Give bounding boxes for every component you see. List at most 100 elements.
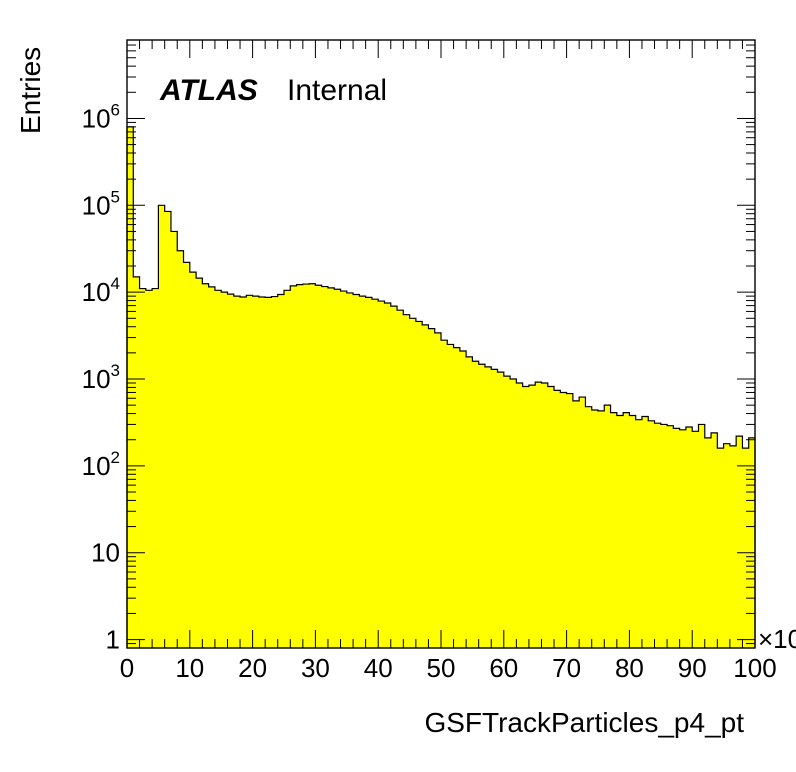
histogram-bar <box>397 310 404 648</box>
histogram-bar <box>610 412 618 648</box>
histogram-bar <box>371 299 379 648</box>
histogram-bar <box>736 436 743 648</box>
histogram-bar <box>541 382 549 648</box>
histogram-bar <box>478 364 486 648</box>
histogram-bar <box>334 289 341 648</box>
histogram-bar <box>522 386 530 648</box>
x-tick-label: 100 <box>733 653 776 683</box>
histogram-bar <box>641 416 649 648</box>
x-tick-label: 30 <box>301 653 330 683</box>
y-tick-label: 106 <box>82 100 120 133</box>
histogram-bar <box>535 382 542 648</box>
histogram-bar <box>415 321 423 648</box>
histogram-bar <box>729 445 737 648</box>
histogram-bar <box>183 262 191 648</box>
histogram-bar <box>698 424 706 648</box>
histogram-bar <box>422 324 429 648</box>
histogram-bar <box>189 272 197 648</box>
histogram-bar <box>554 390 561 648</box>
histogram-bar <box>302 284 310 648</box>
histogram-bar <box>284 290 291 648</box>
histogram-bar <box>472 361 480 648</box>
histogram-bar <box>133 276 140 648</box>
histogram-bar <box>353 294 360 648</box>
histogram-bar <box>265 297 272 648</box>
histogram-bar <box>428 328 436 648</box>
histogram-bar <box>252 296 260 648</box>
histogram-bar <box>459 351 467 648</box>
x-axis-multiplier: ×10 <box>758 624 796 654</box>
histogram-bar <box>453 347 461 648</box>
histogram-bar <box>139 288 147 648</box>
x-tick-label: 20 <box>238 653 267 683</box>
histogram-bar <box>717 448 724 648</box>
histogram-bar <box>679 429 687 648</box>
histogram-bar <box>145 290 153 648</box>
histogram-bar <box>491 369 498 648</box>
histogram-bar <box>246 295 253 648</box>
x-tick-label: 10 <box>175 653 204 683</box>
x-tick-label: 0 <box>120 653 134 683</box>
histogram-bar <box>384 303 392 648</box>
histogram-bar <box>673 428 681 648</box>
x-tick-label: 60 <box>489 653 518 683</box>
y-tick-label: 103 <box>82 361 120 394</box>
histogram-bar <box>390 306 398 648</box>
atlas-label: ATLAS <box>159 74 258 107</box>
histogram-bar <box>616 415 624 648</box>
y-tick-label: 104 <box>82 274 120 307</box>
histogram-bar <box>152 288 159 648</box>
histogram-bar <box>170 231 178 649</box>
y-tick-label: 102 <box>82 448 120 481</box>
histogram-bar <box>202 283 210 648</box>
y-tick-label: 105 <box>82 187 120 220</box>
histogram-bar <box>585 406 593 648</box>
histogram-bar <box>271 296 279 648</box>
histogram-bar <box>503 376 511 648</box>
y-tick-label: 10 <box>91 538 120 568</box>
histogram-bar <box>378 301 385 648</box>
histogram-bar <box>560 392 567 648</box>
x-tick-label: 40 <box>364 653 393 683</box>
histogram-bar <box>685 427 693 648</box>
histogram-bar <box>441 340 448 648</box>
x-tick-label: 80 <box>615 653 644 683</box>
histogram-bar <box>409 318 417 648</box>
y-axis-title: Entries <box>15 47 46 134</box>
x-tick-label: 70 <box>552 653 581 683</box>
histogram-bar <box>309 283 316 648</box>
histogram-bar <box>447 344 454 648</box>
histogram-bar <box>742 448 750 648</box>
histogram-bar <box>365 297 373 648</box>
histogram-bar <box>296 284 304 648</box>
histogram-bar <box>623 412 630 648</box>
histogram-bar <box>648 420 655 648</box>
histogram-bar <box>579 397 586 648</box>
histogram-bar <box>346 292 354 648</box>
histogram-bar <box>484 366 492 648</box>
histogram-bar <box>227 294 235 648</box>
histogram-bar <box>711 432 718 648</box>
histogram-bar <box>158 205 166 649</box>
histogram-bar <box>516 382 524 648</box>
x-tick-label: 90 <box>678 653 707 683</box>
histogram-bar <box>598 410 605 648</box>
histogram-bar <box>704 437 712 648</box>
histogram-outline <box>126 126 756 648</box>
x-tick-label: 50 <box>427 653 456 683</box>
histogram-bar <box>604 405 611 648</box>
histogram-bar <box>321 286 329 648</box>
histogram-bar <box>572 400 580 648</box>
histogram-bar <box>510 379 517 648</box>
histogram-bar <box>290 285 297 648</box>
histogram-bar <box>660 424 668 648</box>
histogram-bar <box>748 437 756 648</box>
histogram-bar <box>277 294 285 648</box>
plot-frame <box>126 39 756 649</box>
histogram-bar <box>327 287 335 648</box>
histogram-bar <box>359 296 367 648</box>
x-axis-title: GSFTrackParticles_p4_pt <box>424 707 744 738</box>
histogram-bar <box>434 332 442 648</box>
histogram-bar <box>591 409 599 648</box>
